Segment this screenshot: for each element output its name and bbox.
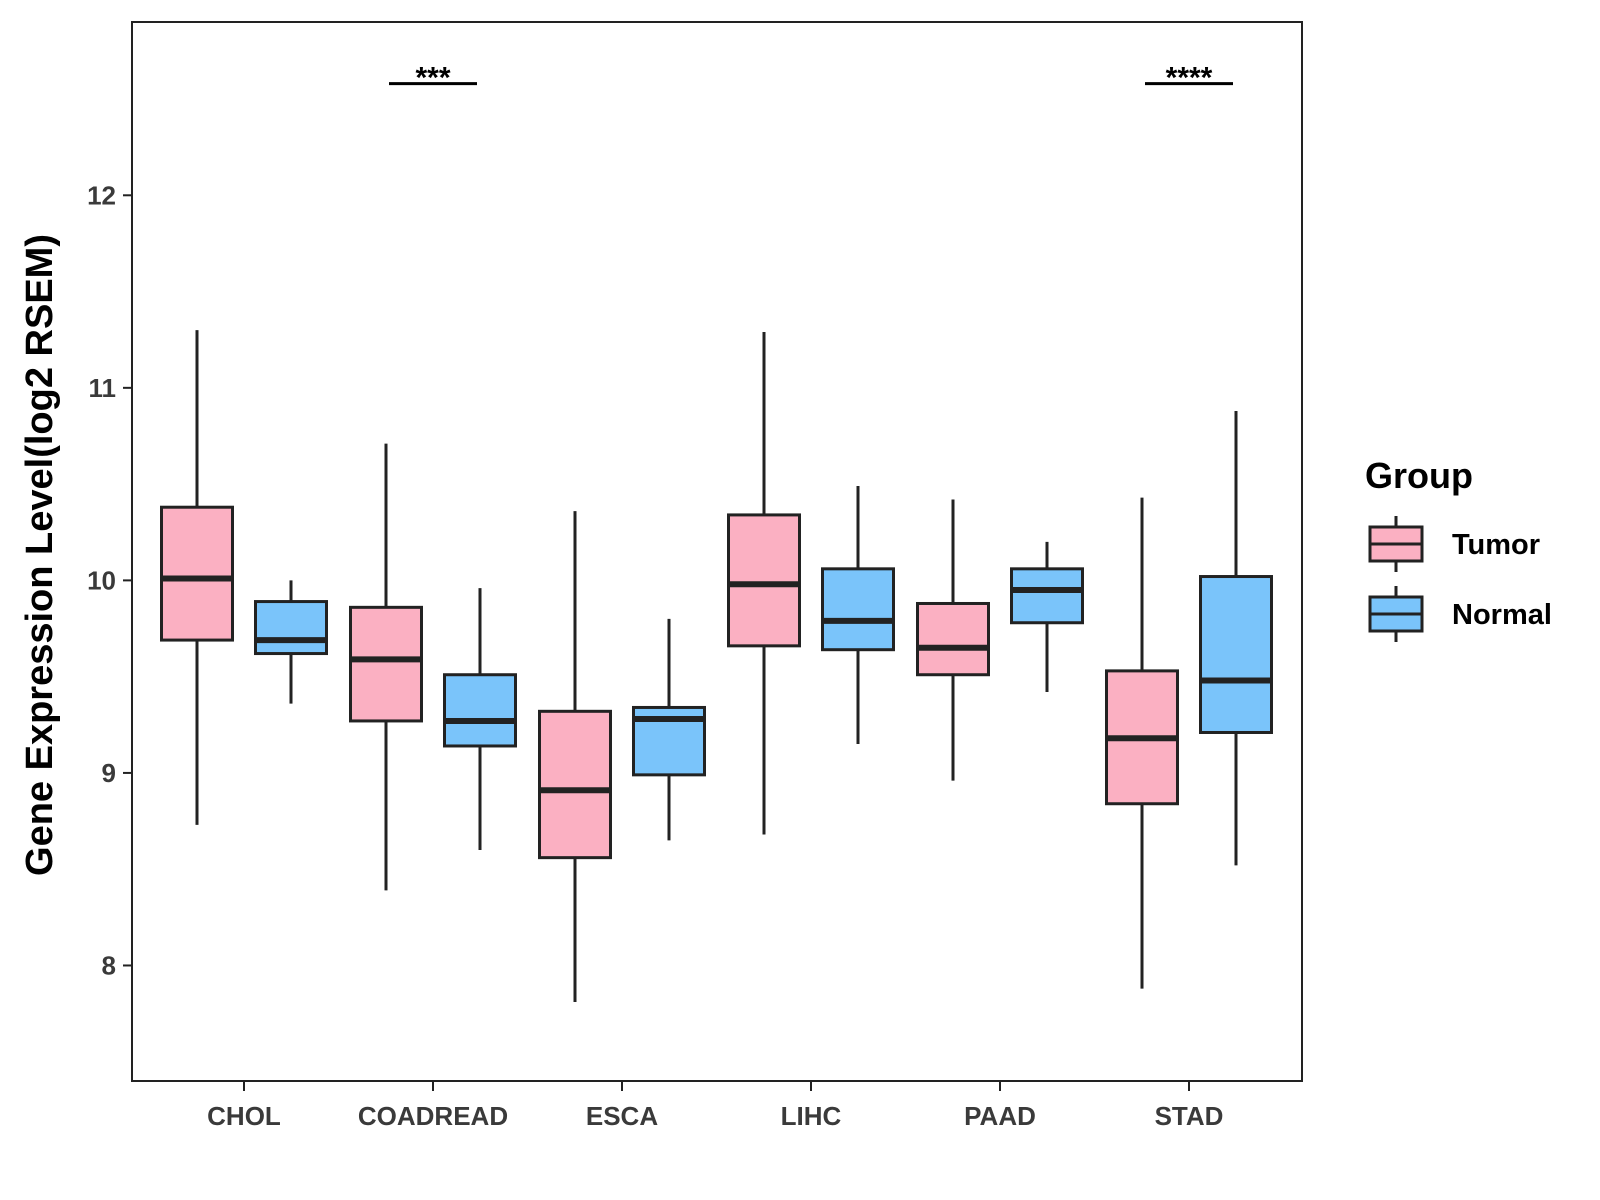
- box-normal-lihc: [821, 486, 895, 745]
- significance-coadread: ***: [389, 62, 477, 95]
- x-tick-label: LIHC: [781, 1101, 842, 1131]
- legend: Group Tumor Normal: [1365, 455, 1552, 642]
- box-body: [1199, 575, 1273, 734]
- box-body: [160, 505, 234, 642]
- box-tumor-lihc: [727, 331, 801, 835]
- box-tumor-chol: [160, 330, 234, 825]
- legend-label: Tumor: [1452, 529, 1540, 561]
- y-tick-label: 9: [102, 758, 116, 788]
- legend-title: Group: [1365, 455, 1473, 496]
- significance-stad: ****: [1145, 62, 1233, 95]
- box-body: [254, 600, 328, 656]
- box-body: [538, 709, 612, 860]
- box-normal-esca: [632, 618, 706, 841]
- box-tumor-stad: [1105, 497, 1179, 989]
- legend-item-normal: Normal: [1368, 586, 1552, 642]
- significance-label: ****: [1166, 62, 1213, 95]
- x-tick-label: CHOL: [207, 1101, 281, 1131]
- legend-label: Normal: [1452, 599, 1552, 631]
- x-tick-label: PAAD: [964, 1101, 1036, 1131]
- box-tumor-paad: [916, 499, 990, 781]
- y-tick-label: 12: [87, 180, 116, 210]
- box-body: [1010, 567, 1084, 625]
- x-tick-label: COADREAD: [358, 1101, 508, 1131]
- box-normal-chol: [254, 580, 328, 704]
- y-tick-label: 8: [102, 950, 116, 980]
- y-tick-label: 11: [89, 373, 117, 403]
- box-normal-coadread: [443, 588, 517, 850]
- box-tumor-coadread: [349, 443, 423, 891]
- box-tumor-esca: [538, 511, 612, 1003]
- x-tick-label: STAD: [1155, 1101, 1224, 1131]
- box-body: [727, 513, 801, 648]
- significance-label: ***: [415, 62, 450, 95]
- box-body: [821, 567, 895, 652]
- box-normal-stad: [1199, 410, 1273, 866]
- legend-item-tumor: Tumor: [1368, 516, 1540, 572]
- box-body: [349, 605, 423, 723]
- x-tick-label: ESCA: [586, 1101, 658, 1131]
- y-axis-title: Gene Expression Level(log2 RSEM): [19, 234, 61, 876]
- box-body: [443, 673, 517, 748]
- box-body: [916, 601, 990, 677]
- box-normal-paad: [1010, 541, 1084, 693]
- y-tick-label: 10: [87, 565, 116, 595]
- plot-panel-border: [131, 21, 1303, 1082]
